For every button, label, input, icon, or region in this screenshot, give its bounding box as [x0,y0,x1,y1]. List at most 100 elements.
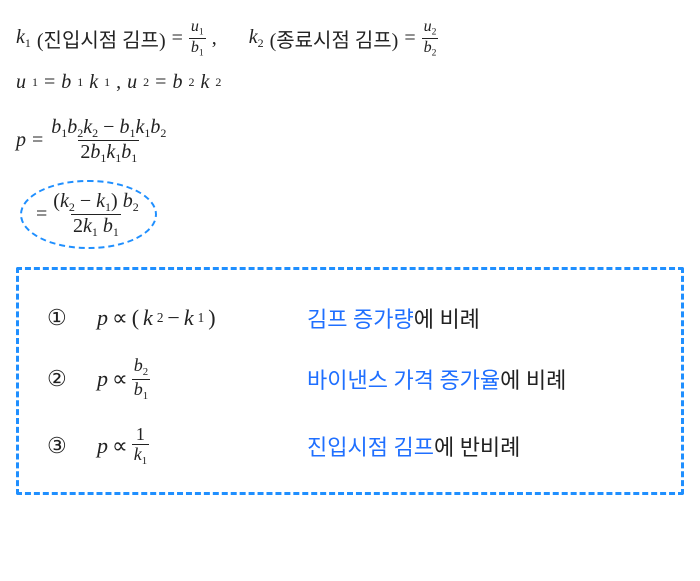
n3: k [83,116,92,138]
eq-sign-2: = [404,27,415,50]
k1-s2: 1 [104,75,110,90]
eq-sign-5: = [32,129,43,152]
num-u-sub: 1 [199,26,204,37]
b1-v: b [61,71,71,94]
minus-1: − [98,116,119,138]
r1-lp: ( [132,305,139,331]
r3-dens: 1 [142,455,147,467]
eq-line-3: p = b1b2k2 − b1k1b2 2b1k1b1 [16,116,684,166]
r2-p: p [97,366,108,392]
r2-den: b [134,379,143,399]
n5: k [135,116,144,138]
summary-row-1: ① p ∝ (k2 − k1) 김프 증가량에 비례 [47,302,659,334]
r1-blue: 김프 증가량 [307,307,414,332]
r1-k2s: 2 [157,310,164,326]
l4-k2: k [60,190,69,212]
expl-3: 진입시점 김프에 반비례 [307,430,520,462]
d2: k [106,141,115,163]
u2-s: 2 [143,75,149,90]
den-b-sub: 1 [199,47,204,58]
k2-s2: 2 [215,75,221,90]
expl-1: 김프 증가량에 비례 [307,302,480,334]
r2-nums: 2 [143,366,148,378]
r2-dens: 1 [143,390,148,402]
r1-minus: − [167,305,179,331]
var-k1: k [16,26,25,48]
den-b2-sub: 2 [432,47,437,58]
expr-3: p ∝ 1 k1 [97,425,307,468]
eq-sign: = [172,27,183,50]
d1: b [90,141,100,163]
den-b2: b [424,39,432,56]
r1-k1s: 1 [198,310,205,326]
num-u2-sub: 2 [432,26,437,37]
eq-sign-3: = [44,71,55,94]
summary-row-3: ③ p ∝ 1 k1 진입시점 김프에 반비례 [47,425,659,468]
expr-1: p ∝ (k2 − k1) [97,305,307,331]
highlight-ellipse: = (k2 − k1) b2 2k1 b1 [20,180,157,250]
r1-k2: k [143,305,153,331]
comma-1: , [212,27,217,50]
den-two-2: 2 [73,215,83,237]
k2-term: k2 [249,26,264,51]
l4d-b1: b [103,215,113,237]
u2-v: u [127,71,137,94]
frac-u1-b1: u1 b1 [189,18,206,59]
r1-rp: ) [208,305,215,331]
sub-k2: 2 [258,36,264,50]
eq-line-1: k1 (진입시점 김프) = u1 b1 , k2 (종료시점 김프) = u2… [16,18,684,59]
eq-line-4: = (k2 − k1) b2 2k1 b1 [20,180,684,250]
rp: ) [111,190,123,212]
r3-p: p [97,433,108,459]
k2-v2: k [200,71,209,94]
var-k2: k [249,26,258,48]
b2-v: b [172,71,182,94]
d3s: 1 [131,151,137,165]
comma-2: , [116,71,121,94]
expl-2: 바이낸스 가격 증가율에 비례 [307,363,566,395]
r3-one: 1 [134,425,147,445]
r2-blue: 바이낸스 가격 증가율 [307,368,500,393]
k2-label: (종료시점 김프) [270,24,399,53]
den-two: 2 [80,141,90,163]
num-u: u [191,18,199,35]
b1-s: 1 [77,75,83,90]
n1: b [51,116,61,138]
n4: b [119,116,129,138]
den-b: b [191,39,199,56]
r3-den: k [134,444,142,464]
l4-b2: b [123,190,133,212]
r2-prop: ∝ [112,366,128,392]
frac-big-1: b1b2k2 − b1k1b2 2b1k1b1 [49,116,168,166]
r3-black: 에 반비례 [434,435,520,460]
circled-2: ② [47,366,97,392]
n6: b [150,116,160,138]
r2-num: b [134,355,143,375]
num-u2: u [424,18,432,35]
r2-frac: b2 b1 [132,356,150,402]
n2: b [67,116,77,138]
k1-term: k1 [16,26,31,51]
circled-3: ③ [47,433,97,459]
summary-row-2: ② p ∝ b2 b1 바이낸스 가격 증가율에 비례 [47,356,659,402]
l4d-b1s: 1 [113,225,119,239]
r3-blue: 진입시점 김프 [307,435,434,460]
eq-sign-4: = [155,71,166,94]
eq-sign-6: = [36,203,47,226]
k1-label: (진입시점 김프) [37,24,166,53]
n6s: 2 [160,126,166,140]
r1-p: p [97,305,108,331]
u1-s: 1 [32,75,38,90]
d3: b [121,141,131,163]
r3-frac: 1 k1 [132,425,149,468]
summary-box: ① p ∝ (k2 − k1) 김프 증가량에 비례 ② p ∝ b2 b1 바… [16,267,684,495]
r1-prop: ∝ [112,305,128,331]
l4-b2s: 2 [133,200,139,214]
var-p: p [16,129,26,152]
r1-k1: k [184,305,194,331]
r2-black: 에 비례 [500,368,566,393]
frac-u2-b2: u2 b2 [422,18,439,59]
expr-2: p ∝ b2 b1 [97,356,307,402]
lp: ( [53,190,60,212]
r3-prop: ∝ [112,433,128,459]
